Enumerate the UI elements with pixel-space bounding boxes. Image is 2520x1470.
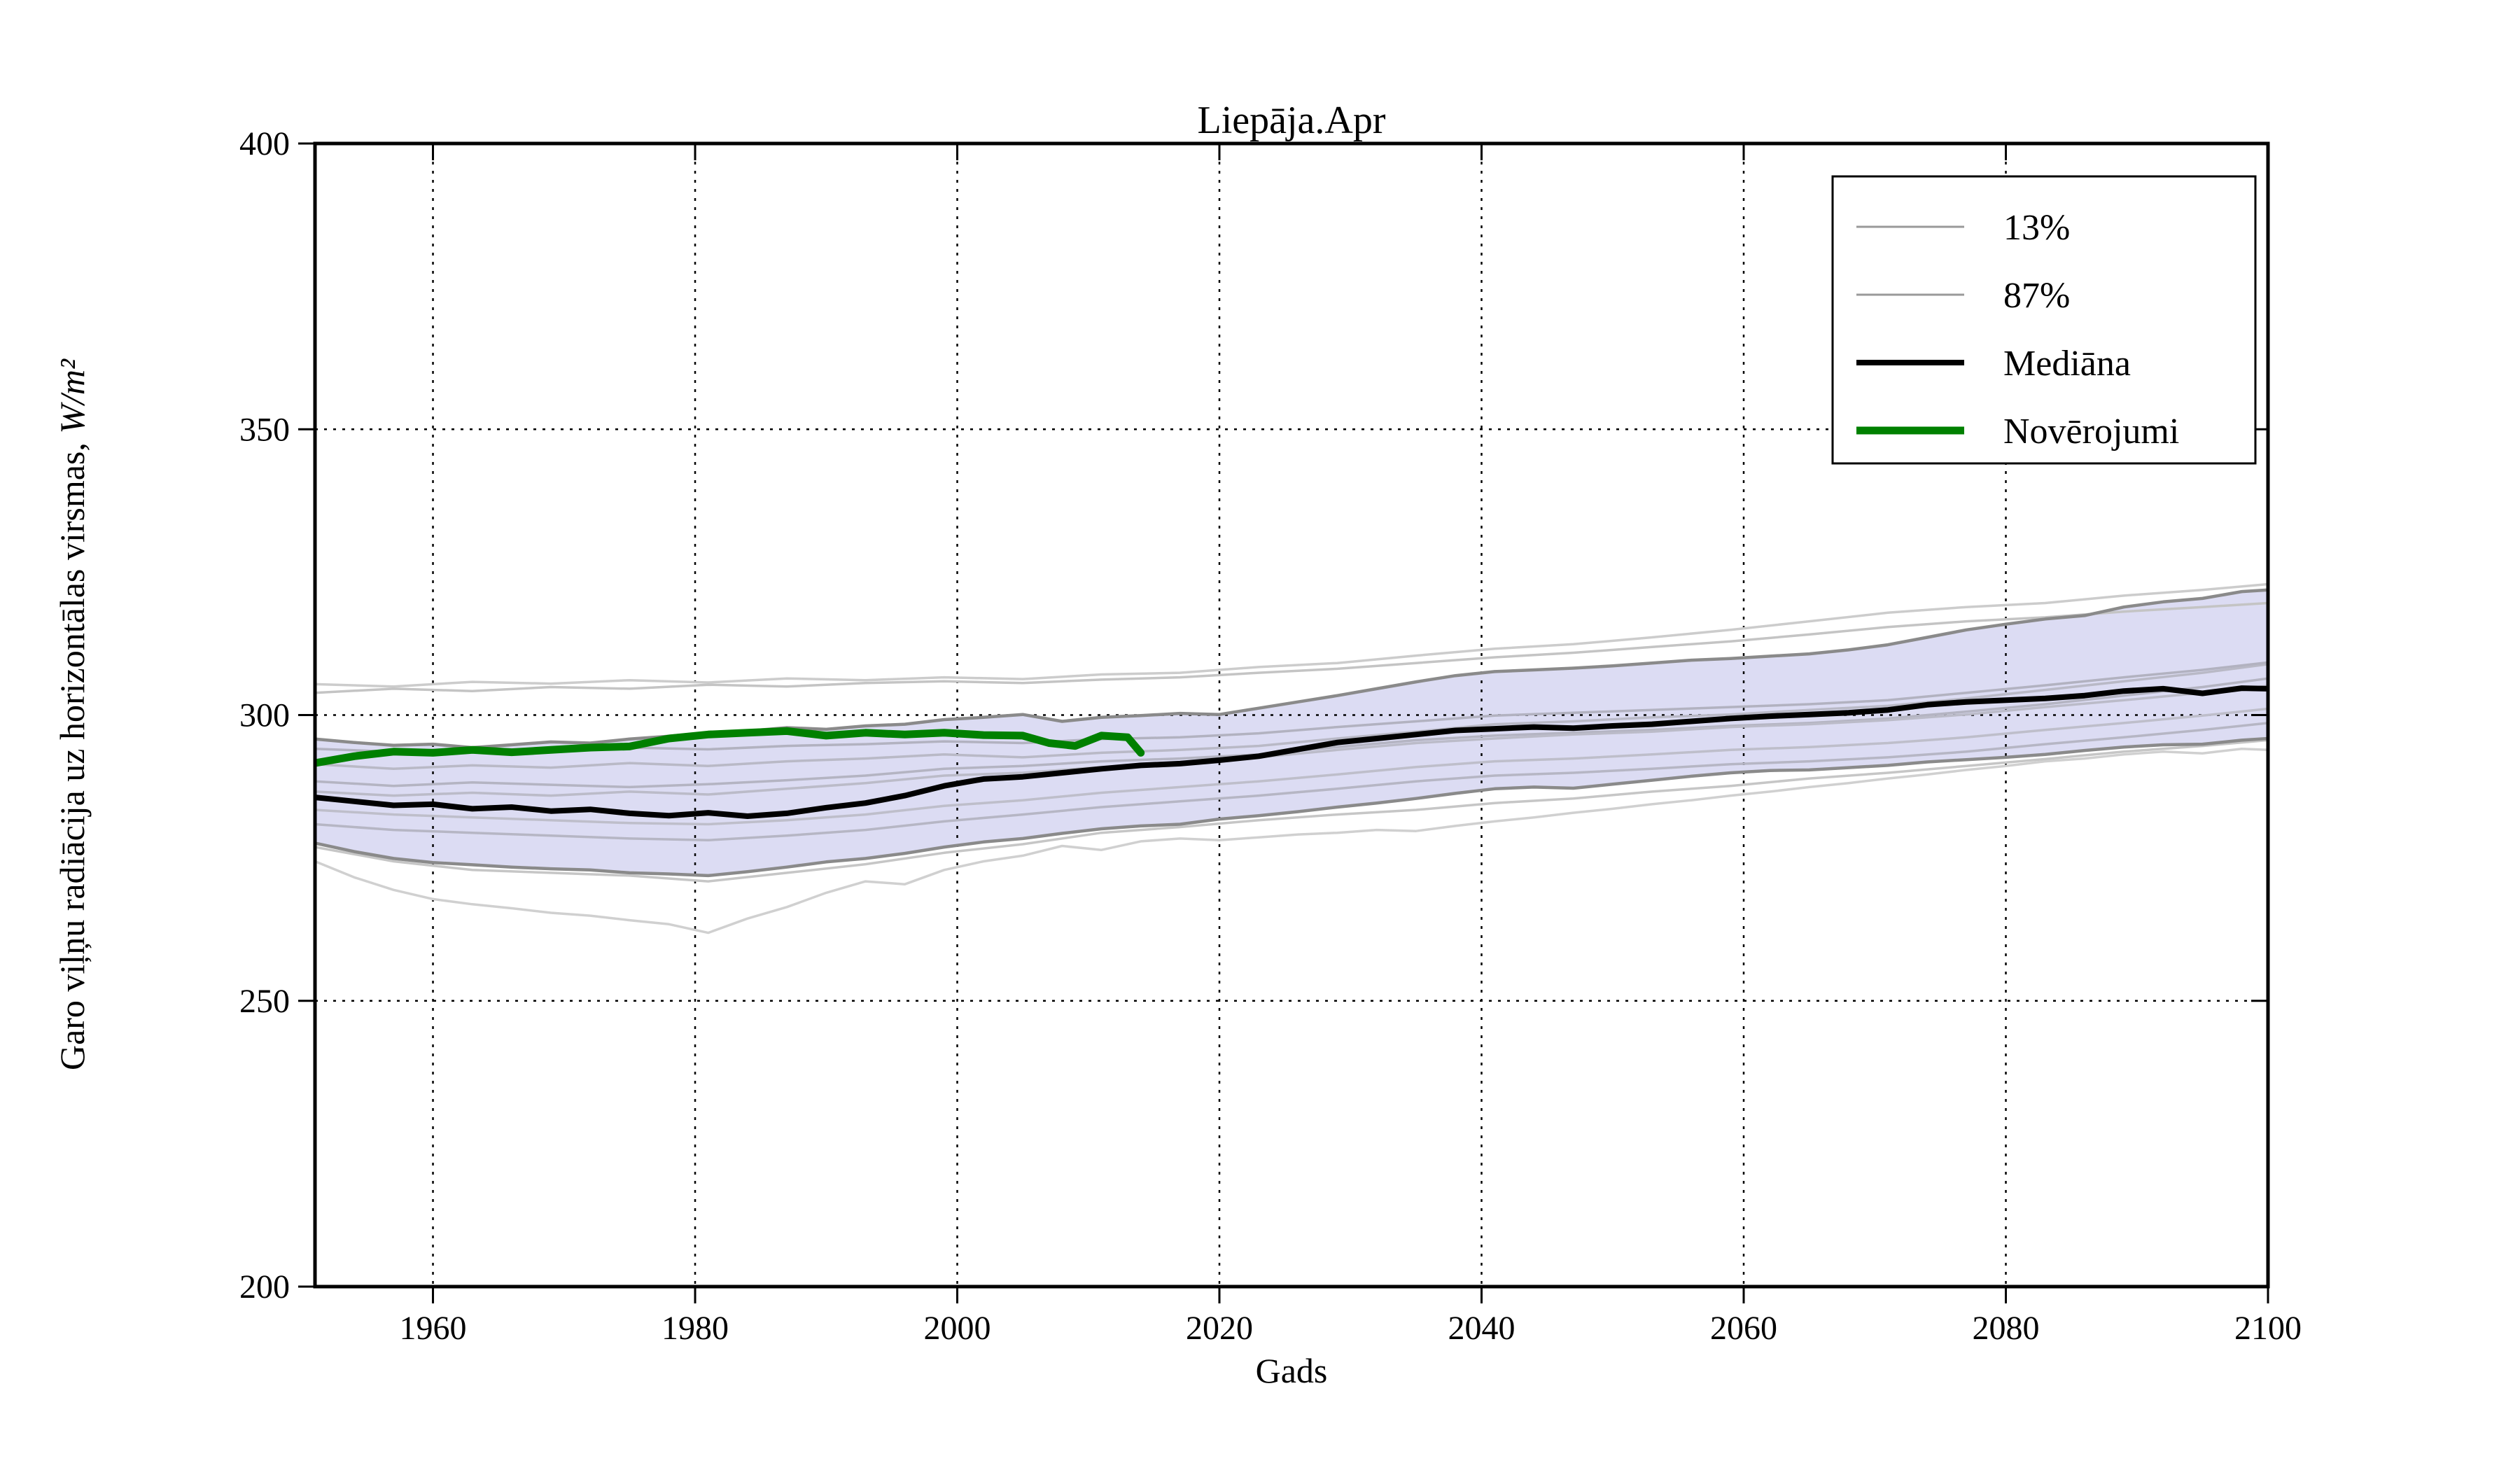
- y-axis-label-text: Garo viļņu radiācija uz horizontālas vir…: [52, 434, 92, 1070]
- x-tick-label: 1980: [662, 1310, 729, 1347]
- y-tick-label: 350: [239, 411, 290, 448]
- legend-item: 87%: [1856, 276, 2070, 316]
- uncertainty-band: [315, 589, 2268, 876]
- series-lines: [315, 582, 2268, 934]
- legend-item: Mediāna: [1856, 344, 2131, 384]
- x-tick-label: 2080: [1973, 1310, 2040, 1347]
- y-tick-label: 200: [239, 1268, 290, 1306]
- series-ensemble-in-6-line: [315, 661, 2268, 753]
- legend-item-label: Novērojumi: [2003, 412, 2179, 451]
- series-observations-line: [315, 727, 1145, 767]
- x-tick-label: 2100: [2234, 1310, 2302, 1347]
- x-axis-label: Gads: [1256, 1351, 1328, 1390]
- legend-item-label: 87%: [2003, 276, 2070, 316]
- series-ensemble-top-b-line: [315, 601, 2268, 694]
- legend-item: Novērojumi: [1856, 412, 2179, 451]
- series-ensemble-low-hug-line: [315, 738, 2268, 883]
- band-fill: [315, 589, 2268, 876]
- percentile-13-line: [315, 736, 2268, 878]
- series-ensemble-in-3-line: [315, 707, 2268, 826]
- y-tick-labels: 200 250 300 350 400: [239, 125, 290, 1306]
- series-ensemble-low-deep-line: [315, 747, 2268, 934]
- series-ensemble-in-4-line: [315, 722, 2268, 842]
- x-tick-label: 1960: [400, 1310, 467, 1347]
- x-tick-label: 2020: [1186, 1310, 1253, 1347]
- y-tick-label: 250: [239, 983, 290, 1020]
- y-axis-label: Garo viļņu radiācija uz horizontālas vir…: [52, 358, 92, 1070]
- y-axis-label-units: W/m²: [52, 358, 92, 434]
- legend: 13% 87% Mediāna Novērojumi: [1831, 175, 2257, 465]
- legend-box: [1831, 175, 2257, 465]
- legend-item-label: 13%: [2003, 208, 2070, 248]
- x-tick-labels: 1960 1980 2000 2020 2040 2060 2080 2100: [400, 1310, 2302, 1347]
- x-tick-label: 2000: [924, 1310, 991, 1347]
- series-median-line: [315, 685, 2268, 819]
- legend-item: 13%: [1856, 208, 2070, 248]
- series-ensemble-in-1-line: [315, 663, 2268, 771]
- x-tick-label: 2060: [1710, 1310, 1777, 1347]
- series-ensemble-in-5-line: [315, 685, 2268, 797]
- x-tick-label: 2040: [1448, 1310, 1516, 1347]
- percentile-87-line: [315, 588, 2268, 750]
- y-tick-label: 300: [239, 697, 290, 734]
- axis-ticks: [298, 142, 2269, 1303]
- y-tick-label: 400: [239, 125, 290, 162]
- series-ensemble-top-a-line: [315, 582, 2268, 688]
- legend-item-label: Mediāna: [2003, 344, 2131, 384]
- chart-title: Liepāja.Apr: [1198, 99, 1386, 142]
